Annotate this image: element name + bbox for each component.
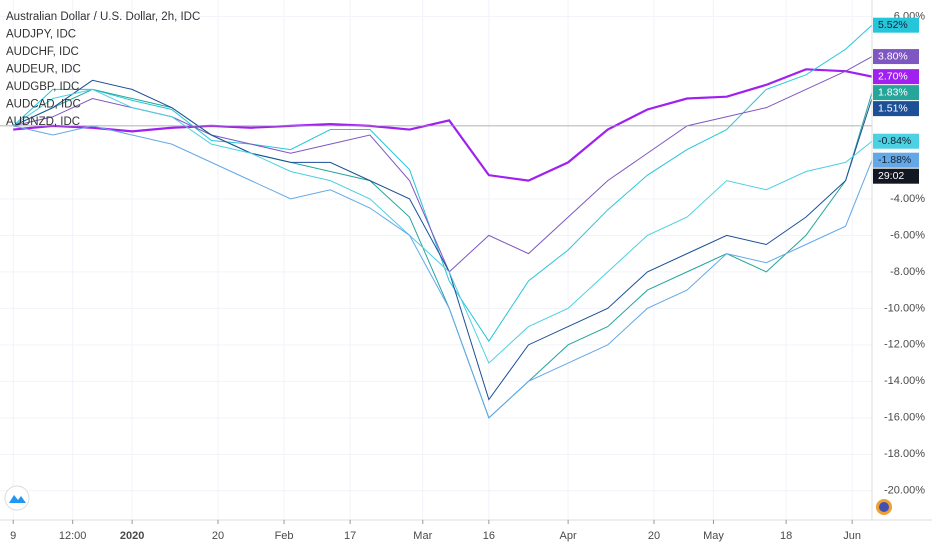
price-badge (873, 152, 919, 168)
y-tick-label: -8.00% (890, 266, 925, 278)
price-badge (873, 49, 919, 65)
price-badge-label: -1.88% (878, 154, 911, 166)
legend-entry: AUDCAD, IDC (6, 99, 81, 111)
lines (0, 24, 873, 419)
y-tick-label: -18.00% (884, 448, 925, 460)
x-tick-label: 16 (483, 530, 495, 542)
x-tick-label: Apr (560, 530, 577, 542)
grid (0, 0, 872, 520)
series-line (12, 24, 873, 343)
y-tick-label: -4.00% (890, 193, 925, 205)
x-tick-label: May (703, 530, 724, 542)
legend: Australian Dollar / U.S. Dollar, 2h, IDC… (6, 11, 200, 128)
legend-entry: Australian Dollar / U.S. Dollar, 2h, IDC (6, 11, 200, 23)
y-tick-label: -16.00% (884, 412, 925, 424)
y-tick-label: -14.00% (884, 375, 925, 387)
price-badge-label: 3.80% (878, 50, 908, 62)
price-badge (873, 69, 919, 85)
price-badge-label: 1.83% (878, 86, 908, 98)
axes: 6.00%-4.00%-6.00%-8.00%-10.00%-12.00%-14… (10, 10, 925, 542)
legend-entry: AUDCHF, IDC (6, 46, 79, 58)
x-tick-label: 18 (780, 530, 792, 542)
series-line (13, 125, 873, 419)
legend-entry: AUDEUR, IDC (6, 64, 81, 76)
countdown-label: 29:02 (878, 170, 904, 182)
countdown-badge (873, 168, 919, 184)
x-tick-label: 17 (344, 530, 356, 542)
series-line (12, 88, 873, 364)
settings-icon[interactable] (876, 499, 892, 515)
x-tick-label: 20 (648, 530, 660, 542)
x-tick-label: 9 (10, 530, 16, 542)
price-badge (873, 17, 919, 33)
price-badge-label: 5.52% (878, 19, 908, 31)
y-tick-label: -10.00% (884, 302, 925, 314)
price-badge (873, 85, 919, 101)
price-badge-label: 1.51% (878, 102, 908, 114)
x-tick-label: 20 (212, 530, 224, 542)
logo[interactable] (4, 485, 30, 511)
price-badge (873, 133, 919, 149)
legend-entry: AUDNZD, IDC (6, 116, 80, 128)
y-tick-label: -12.00% (884, 339, 925, 351)
series-line (13, 68, 873, 182)
x-tick-label: Jun (843, 530, 861, 542)
y-tick-label: -6.00% (890, 229, 925, 241)
x-tick-label: 2020 (120, 530, 144, 542)
legend-entry: AUDGBP, IDC (6, 81, 79, 93)
price-badge (873, 101, 919, 117)
x-tick-label: 12:00 (59, 530, 87, 542)
y-tick-label: -20.00% (884, 485, 925, 497)
legend-entry: AUDJPY, IDC (6, 29, 76, 41)
x-tick-label: Feb (275, 530, 294, 542)
x-tick-label: Mar (413, 530, 432, 542)
price-badge-label: -0.84% (878, 135, 911, 147)
price-badge-label: 2.70% (878, 70, 908, 82)
